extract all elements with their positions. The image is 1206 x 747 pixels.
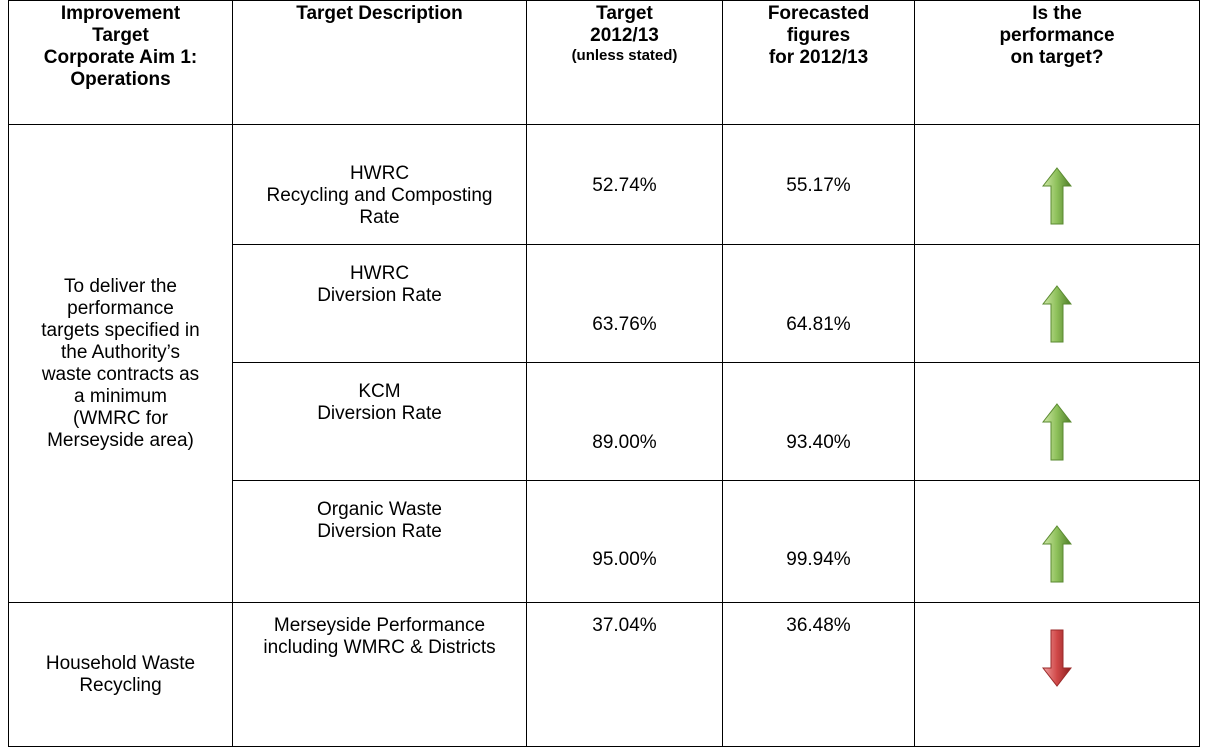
table-body: To deliver the performance targets specifi…: [8, 124, 1200, 747]
target-value: 89.00%: [592, 432, 657, 453]
aim-cell: To deliver the performance targets specifi…: [8, 124, 233, 603]
cell-text: Merseyside area): [47, 429, 194, 451]
cell-text: the Authority’s: [60, 341, 180, 363]
forecast-cell: 64.81%: [722, 244, 915, 363]
cell-text: Recycling: [79, 674, 162, 696]
cell-text: Merseyside Performance: [273, 615, 486, 636]
cell-text: performance: [67, 297, 174, 319]
status-cell: [914, 602, 1200, 747]
header-text: on target?: [1010, 47, 1104, 68]
header-text: figures: [786, 25, 851, 46]
up-arrow: [1042, 403, 1072, 461]
table-row: KCM Diversion Rate 89.00% 93.40%: [9, 362, 1200, 481]
performance-table: Improvement Target Corporate Aim 1: Operati…: [8, 0, 1200, 747]
forecast-cell: 55.17%: [722, 124, 915, 245]
description-cell: HWRC Diversion Rate: [232, 244, 527, 363]
target-cell: 95.00%: [526, 480, 723, 603]
cell-text: Household Waste: [45, 652, 196, 674]
target-value: 37.04%: [592, 615, 657, 636]
header-cell: Is the performance on target?: [914, 0, 1200, 125]
table-row: To deliver the performance targets specifi…: [8, 124, 1200, 603]
forecast-value: 99.94%: [786, 549, 851, 570]
header-cell: Target 2012/13 (unless stated): [526, 0, 723, 125]
cell-text: targets specified in: [41, 319, 200, 341]
header-text: Target Description: [296, 3, 463, 24]
target-value: 95.00%: [592, 549, 657, 570]
status-cell: [914, 244, 1200, 363]
cell-text: Rate: [359, 207, 400, 228]
cell-text: waste contracts as: [41, 363, 200, 385]
cell-text: Organic Waste: [317, 499, 442, 520]
header-cell: Improvement Target Corporate Aim 1: Operati…: [8, 0, 233, 125]
table-row: HWRC Diversion Rate 63.76% 64.81%: [9, 244, 1200, 363]
cell-text: Diversion Rate: [317, 285, 442, 306]
status-cell: [914, 480, 1200, 603]
target-value: 52.74%: [592, 175, 657, 196]
cell-text: HWRC: [349, 263, 410, 284]
description-cell: Merseyside Performance including WMRC & D…: [232, 602, 527, 747]
cell-text: KCM: [358, 381, 401, 402]
header-cell: Forecasted figures for 2012/13: [722, 0, 915, 125]
header-text: Forecasted: [767, 3, 870, 24]
header-text: Corporate Aim 1:: [43, 47, 198, 68]
cell-text: Diversion Rate: [317, 521, 442, 542]
table-row: Organic Waste Diversion Rate 95.00% 99.94%: [9, 480, 1200, 603]
forecast-value: 64.81%: [786, 314, 851, 335]
cell-text: To deliver the: [63, 275, 177, 297]
header-text: performance: [999, 25, 1115, 46]
cell-text: a minimum: [74, 385, 167, 407]
cell-text: including WMRC & Districts: [263, 637, 496, 658]
description-cell: KCM Diversion Rate: [232, 362, 527, 481]
forecast-value: 36.48%: [786, 615, 851, 636]
cell-text: Diversion Rate: [317, 403, 442, 424]
description-cell: HWRC Recycling and Composting Rate: [232, 124, 527, 245]
target-cell: 63.76%: [526, 244, 723, 363]
forecast-cell: 36.48%: [722, 602, 915, 747]
status-cell: [914, 362, 1200, 481]
target-cell: 89.00%: [526, 362, 723, 481]
forecast-cell: 93.40%: [722, 362, 915, 481]
down-arrow: [1042, 629, 1072, 687]
header-text: (unless stated): [571, 47, 678, 64]
cell-text: HWRC: [349, 163, 410, 184]
up-arrow: [1042, 285, 1072, 343]
header-text: Target: [596, 3, 653, 24]
header-cell: Target Description: [232, 0, 527, 125]
up-arrow: [1042, 167, 1072, 225]
forecast-value: 93.40%: [786, 432, 851, 453]
forecast-value: 55.17%: [786, 175, 851, 196]
header-text: Is the: [1032, 3, 1082, 24]
forecast-cell: 99.94%: [722, 480, 915, 603]
header-text: 2012/13: [590, 25, 659, 46]
header-text: Operations: [70, 69, 171, 90]
target-cell: 52.74%: [526, 124, 723, 245]
header-row: Improvement Target Corporate Aim 1: Operati…: [8, 0, 1200, 125]
header-text: Improvement: [60, 3, 181, 24]
status-cell: [914, 124, 1200, 245]
target-cell: 37.04%: [526, 602, 723, 747]
header-text: for 2012/13: [768, 47, 869, 68]
description-cell: Organic Waste Diversion Rate: [232, 480, 527, 603]
table-row: Household Waste Recycling Merseyside Perfo…: [8, 602, 1200, 747]
target-value: 63.76%: [592, 314, 657, 335]
aim-cell: Household Waste Recycling: [8, 602, 233, 747]
cell-text: Recycling and Composting: [266, 185, 493, 206]
header-text: Target: [92, 25, 149, 46]
up-arrow: [1042, 525, 1072, 583]
cell-text: (WMRC for: [73, 407, 168, 429]
